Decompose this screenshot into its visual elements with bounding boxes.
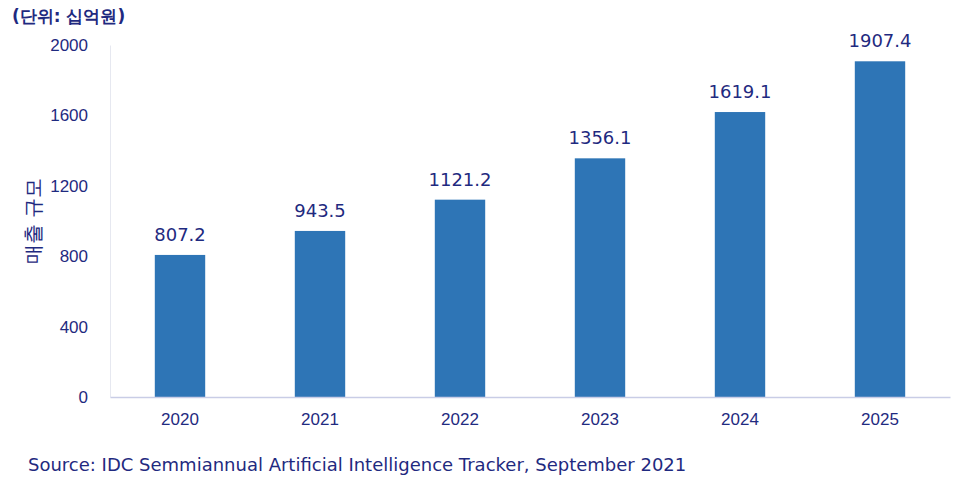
x-tick: 2021	[301, 397, 339, 429]
bar	[575, 158, 625, 397]
y-tick: 0	[79, 388, 110, 407]
x-tick-label: 2023	[581, 410, 619, 429]
data-label: 1121.2	[429, 169, 492, 190]
y-tick-label: 1200	[50, 177, 88, 196]
bar	[155, 255, 205, 397]
y-tick: 400	[60, 318, 110, 337]
data-label: 1619.1	[709, 81, 772, 102]
y-axis-title: 매출 규모	[21, 178, 45, 264]
x-tick-label: 2020	[161, 410, 199, 429]
data-label: 1356.1	[569, 127, 632, 148]
x-tick: 2024	[721, 397, 759, 429]
x-tick: 2020	[161, 397, 199, 429]
data-label: 1907.4	[849, 30, 912, 51]
x-tick: 2023	[581, 397, 619, 429]
data-label: 943.5	[294, 200, 346, 221]
x-axis-line	[111, 397, 951, 399]
y-tick-label: 400	[60, 318, 88, 337]
x-axis: 2020 2021 2022 2023 2024 2025	[111, 397, 951, 429]
x-tick-label: 2024	[721, 410, 759, 429]
bar	[855, 61, 905, 397]
y-tick-label: 0	[79, 388, 88, 407]
bar	[295, 231, 345, 397]
bar	[435, 200, 485, 397]
subtitle: (단위: 십억원)	[12, 6, 125, 26]
y-tick-label: 1600	[50, 106, 88, 125]
data-label: 807.2	[154, 224, 206, 245]
x-tick: 2025	[861, 397, 899, 429]
x-tick-label: 2021	[301, 410, 339, 429]
y-axis: 0 400 800 1200 1600 2000	[50, 36, 110, 407]
x-tick: 2022	[441, 397, 479, 429]
y-tick: 2000	[50, 36, 110, 55]
data-labels: 807.2 943.5 1121.2 1356.1 1619.1 1907.4	[154, 30, 911, 245]
chart: 0400800120016002000202020212022202320242…	[0, 0, 972, 486]
y-tick: 800	[60, 247, 110, 266]
y-tick: 1200	[50, 177, 110, 196]
x-tick-label: 2022	[441, 410, 479, 429]
x-tick-label: 2025	[861, 410, 899, 429]
source: Source: IDC Semmiannual Artificial Intel…	[28, 454, 686, 475]
y-tick-label: 800	[60, 247, 88, 266]
y-tick-label: 2000	[50, 36, 88, 55]
y-axis-line	[110, 46, 111, 398]
y-tick: 1600	[50, 106, 110, 125]
bars	[155, 61, 905, 397]
bar	[715, 112, 765, 397]
